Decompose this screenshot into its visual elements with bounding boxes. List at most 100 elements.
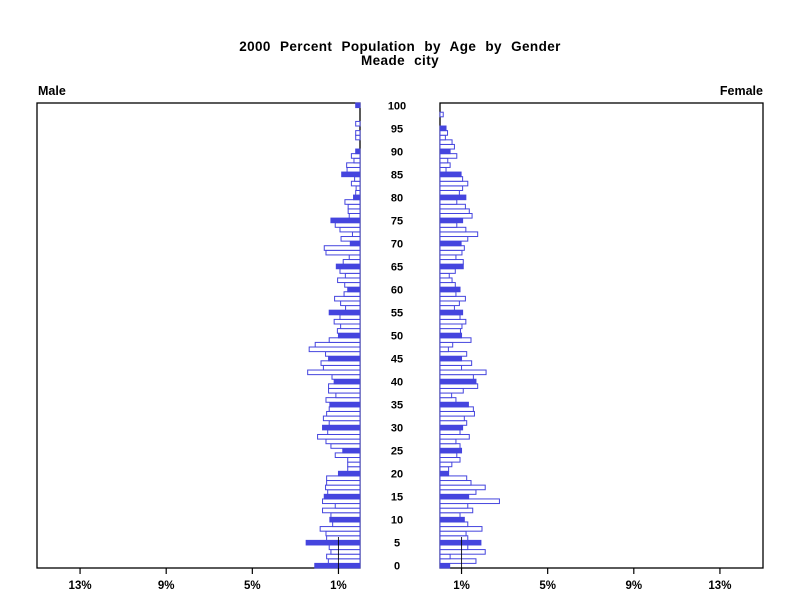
age-label-90: 90 <box>391 146 403 158</box>
bar-male-age-96 <box>355 120 361 127</box>
bar-female-age-3 <box>439 549 486 555</box>
bar-male-age-28 <box>317 433 361 440</box>
bar-female-age-49 <box>439 337 472 343</box>
bar-male-age-15 <box>323 493 361 500</box>
bar-female-age-34 <box>439 406 474 412</box>
bar-male-age-43 <box>322 364 361 371</box>
bar-male-age-77 <box>347 208 361 214</box>
bar-male-age-26 <box>330 443 361 449</box>
bar-female-age-63 <box>439 272 450 279</box>
bar-female-age-35 <box>439 401 469 408</box>
bar-male-age-51 <box>336 328 361 334</box>
bar-male-age-55 <box>328 309 361 316</box>
bar-female-age-57 <box>439 300 460 307</box>
female-axis-label-9pct: 9% <box>625 580 642 592</box>
bar-male-age-76 <box>348 212 361 219</box>
age-label-85: 85 <box>391 169 403 181</box>
male-axis-label-5pct: 5% <box>244 580 261 592</box>
bar-male-age-53 <box>333 318 361 325</box>
bar-female-age-70 <box>439 240 462 247</box>
bar-female-age-41 <box>439 374 474 380</box>
female-axis-label-1pct: 1% <box>453 580 470 592</box>
bar-male-age-7 <box>325 530 361 537</box>
female-panel-border <box>439 102 764 569</box>
bar-male-age-56 <box>345 305 361 311</box>
age-label-40: 40 <box>391 377 403 389</box>
bar-male-age-40 <box>333 378 361 385</box>
bar-male-age-64 <box>339 268 361 274</box>
bar-female-age-91 <box>439 143 455 150</box>
male-panel-label: Male <box>38 84 66 98</box>
bar-male-age-71 <box>340 236 361 242</box>
bar-female-age-98 <box>439 111 444 118</box>
bar-male-age-10 <box>329 516 361 523</box>
bar-female-age-28 <box>439 433 470 440</box>
bar-male-age-80 <box>353 194 361 201</box>
bar-female-age-76 <box>439 212 473 219</box>
bar-male-age-87 <box>346 162 361 168</box>
bar-female-age-17 <box>439 484 486 491</box>
bar-female-age-92 <box>439 139 453 145</box>
age-label-95: 95 <box>391 123 403 135</box>
female-axis-label-5pct: 5% <box>539 580 556 592</box>
bar-female-age-36 <box>439 397 457 403</box>
age-label-15: 15 <box>391 492 403 504</box>
bar-female-age-40 <box>439 378 477 385</box>
bar-male-age-17 <box>325 484 361 491</box>
bar-female-age-23 <box>439 457 461 463</box>
bar-female-age-18 <box>439 480 472 486</box>
bar-female-age-25 <box>439 447 463 454</box>
bar-female-age-69 <box>439 245 465 251</box>
male-axis-label-9pct: 9% <box>158 580 175 592</box>
bar-female-age-9 <box>439 521 469 528</box>
bar-male-age-44 <box>320 360 361 366</box>
age-label-0: 0 <box>394 561 400 573</box>
bar-male-age-35 <box>329 401 361 408</box>
bar-female-age-8 <box>439 526 483 532</box>
bar-female-age-30 <box>439 424 464 431</box>
bar-female-age-85 <box>439 171 462 178</box>
bar-male-age-8 <box>319 526 361 532</box>
bar-male-age-13 <box>334 503 361 509</box>
bar-male-age-65 <box>335 263 361 270</box>
bar-female-age-13 <box>439 503 469 509</box>
bar-male-age-39 <box>328 383 361 389</box>
bar-female-age-71 <box>439 236 469 242</box>
bar-female-age-66 <box>439 259 464 265</box>
bar-female-age-93 <box>439 134 446 141</box>
bar-female-age-50 <box>439 332 463 339</box>
female-panel-label: Female <box>719 84 763 98</box>
bar-female-age-20 <box>439 470 450 477</box>
bar-male-age-63 <box>344 272 361 279</box>
bar-male-age-21 <box>347 466 361 472</box>
bar-female-age-54 <box>439 314 461 320</box>
bar-male-age-37 <box>335 392 361 399</box>
bar-female-age-31 <box>439 420 468 426</box>
bar-male-age-6 <box>326 535 361 541</box>
bar-female-age-58 <box>439 295 466 302</box>
age-label-100: 100 <box>388 100 406 112</box>
bar-male-age-94 <box>355 130 361 136</box>
bar-male-age-88 <box>353 157 361 164</box>
bar-female-age-86 <box>439 166 447 173</box>
age-label-25: 25 <box>391 446 403 458</box>
bar-female-age-48 <box>439 341 454 348</box>
bar-female-age-84 <box>439 176 464 182</box>
bar-female-age-78 <box>439 203 466 210</box>
bar-male-age-25 <box>342 447 361 454</box>
bar-female-age-27 <box>439 438 457 445</box>
bar-female-age-39 <box>439 383 479 389</box>
male-panel-border <box>36 102 361 569</box>
bar-male-age-82 <box>355 185 361 191</box>
bar-female-age-19 <box>439 475 468 482</box>
age-label-65: 65 <box>391 261 403 273</box>
bar-male-age-45 <box>328 355 361 362</box>
bar-female-age-4 <box>439 544 469 551</box>
bar-male-age-79 <box>344 199 361 205</box>
bar-male-age-19 <box>326 475 361 482</box>
bar-male-age-50 <box>337 332 361 339</box>
bar-male-age-33 <box>326 410 361 417</box>
bar-female-age-43 <box>439 364 463 371</box>
bar-female-age-52 <box>439 323 463 330</box>
age-label-45: 45 <box>391 354 403 366</box>
